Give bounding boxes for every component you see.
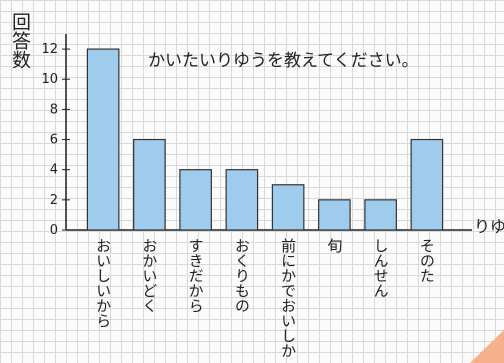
y-tick-label: 10 — [41, 72, 58, 87]
x-tick-label: 前にかでおいしか — [279, 238, 297, 358]
x-axis-label: りゆ — [474, 217, 504, 236]
bar — [133, 138, 166, 231]
y-tick-label: 4 — [50, 163, 58, 178]
y-tick-label: 6 — [50, 133, 58, 148]
x-tick-label: 旬 — [325, 238, 343, 254]
bar — [225, 169, 259, 231]
x-tick-label: しんせん — [372, 238, 390, 298]
y-axis-label: 回答数 — [9, 12, 31, 69]
bar — [179, 169, 212, 231]
bar — [271, 184, 305, 231]
decoration — [470, 330, 504, 363]
x-tick-label: おくりもの — [233, 238, 251, 313]
bar — [364, 199, 397, 231]
bar — [318, 199, 351, 231]
y-tick-label: 2 — [50, 193, 58, 208]
y-tick-label: 12 — [41, 42, 58, 57]
x-tick-label: おかいどく — [140, 238, 158, 313]
x-tick-label: すきだから — [187, 238, 205, 313]
y-tick-label: 8 — [50, 102, 58, 117]
bar — [410, 138, 444, 231]
y-tick-label: 0 — [50, 223, 58, 238]
x-tick-label: そのた — [418, 238, 436, 283]
chart-title: かいたいりゆうを教えてください。 — [148, 51, 419, 71]
x-tick-label: おいしいから — [94, 238, 112, 328]
bar — [86, 48, 120, 231]
